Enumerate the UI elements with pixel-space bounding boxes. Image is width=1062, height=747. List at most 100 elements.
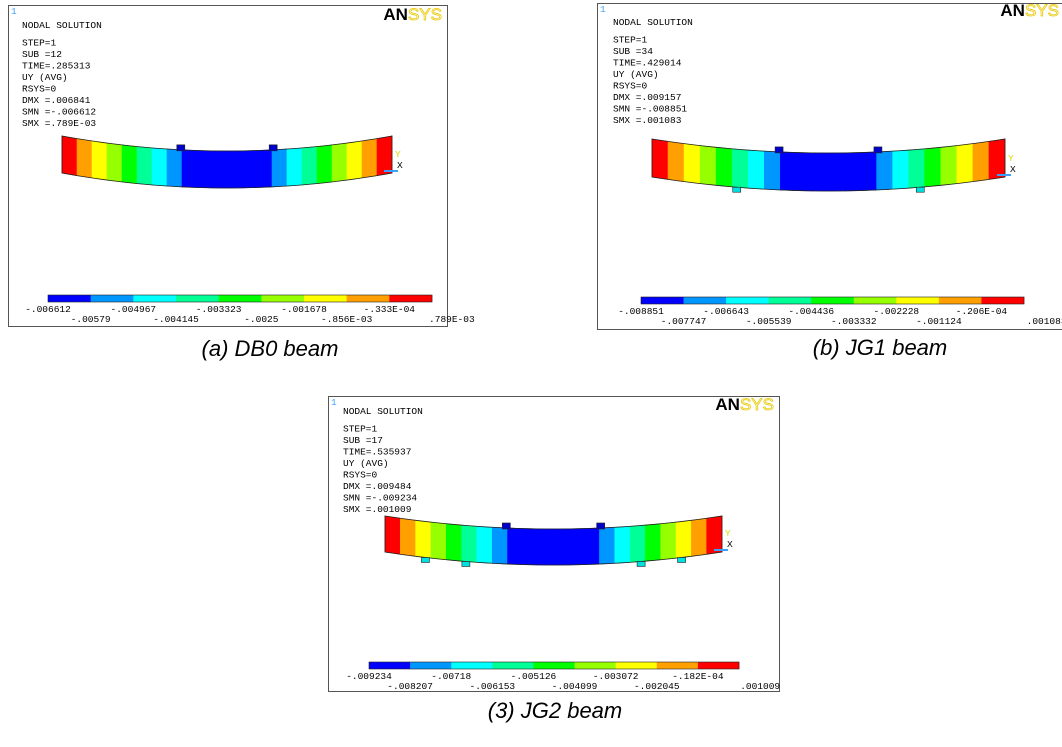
beam-strip <box>780 152 796 191</box>
beam-strip <box>615 526 630 563</box>
beam-strip <box>645 524 660 561</box>
solution-info: SMX =.001083 <box>613 115 682 126</box>
solution-info: STEP=1 <box>613 35 648 46</box>
beam-strip <box>861 152 877 191</box>
beam-strip <box>941 146 957 186</box>
beam-strip <box>77 139 92 178</box>
logo-bold: AN <box>383 5 408 24</box>
solution-info: STEP=1 <box>343 424 378 435</box>
legend-label: -.00579 <box>71 314 111 325</box>
beam-strip <box>538 529 553 565</box>
beam-strip <box>909 149 925 188</box>
beam-strip <box>893 150 909 189</box>
solution-info: NODAL SOLUTION <box>22 20 102 31</box>
legend-swatch <box>657 662 698 669</box>
triad-x: X <box>1010 164 1016 175</box>
beam-strip <box>829 153 845 191</box>
legend-swatch <box>726 297 769 304</box>
legend-label: -.005539 <box>746 316 792 327</box>
solution-info: UY (AVG) <box>343 458 389 469</box>
legend-label: -.006643 <box>703 306 749 317</box>
legend-swatch <box>91 295 134 302</box>
beam-strip <box>684 144 700 184</box>
solution-info: TIME=.285313 <box>22 61 91 72</box>
legend-label: -.005126 <box>511 671 557 682</box>
beam-strip <box>92 141 107 180</box>
load-pad <box>269 145 277 151</box>
beam-strip <box>748 150 764 189</box>
beam-strip <box>477 526 492 563</box>
beam-strip <box>385 516 400 554</box>
load-pad <box>597 523 605 529</box>
legend-label: -.004099 <box>552 681 598 692</box>
window-marker: 1 <box>331 397 337 408</box>
legend-swatch <box>575 662 616 669</box>
beam-strip <box>212 151 227 188</box>
legend-label: -.009234 <box>346 671 392 682</box>
beam-strip <box>446 524 461 561</box>
solution-info: RSYS=0 <box>343 470 378 481</box>
legend-label: -.004967 <box>111 304 157 315</box>
solution-info: STEP=1 <box>22 38 57 49</box>
beam-strip <box>107 143 122 182</box>
caption: (b) JG1 beam <box>813 335 948 360</box>
logo-light: SYS <box>1025 1 1059 20</box>
beam-strip <box>707 516 722 554</box>
legend-label: -.0025 <box>244 314 279 325</box>
window-marker: 1 <box>11 6 17 17</box>
figure: 1ANSYSNODAL SOLUTIONSTEP=1SUB =12TIME=.2… <box>0 0 1062 747</box>
beam-strip <box>416 520 431 558</box>
beam-strip <box>584 528 599 565</box>
logo-light: SYS <box>408 5 442 24</box>
legend-swatch <box>641 297 684 304</box>
beam-strip <box>152 148 167 186</box>
legend-label: -.003323 <box>196 304 242 315</box>
logo-bold: AN <box>1000 1 1025 20</box>
beam-strip <box>957 144 973 184</box>
legend-label: -.004145 <box>153 314 199 325</box>
solution-info: SMN =-.008851 <box>613 104 687 115</box>
ansys-logo: ANSYS <box>715 395 774 414</box>
beam-strip <box>700 146 716 186</box>
legend-label: -.004436 <box>788 306 834 317</box>
beam-strip <box>661 522 676 560</box>
legend-label: -.002045 <box>634 681 680 692</box>
legend-swatch <box>854 297 897 304</box>
caption: (a) DB0 beam <box>202 336 339 361</box>
legend-swatch <box>389 295 432 302</box>
legend-label: -.00718 <box>431 671 471 682</box>
beam-strip <box>287 148 302 186</box>
beam-strip <box>62 136 77 176</box>
legend-swatch <box>939 297 982 304</box>
triad-x: X <box>397 160 403 171</box>
legend-label: -.008207 <box>387 681 433 692</box>
legend-swatch <box>304 295 347 302</box>
legend-label: -.206E-04 <box>956 306 1008 317</box>
beam-strip <box>347 141 362 180</box>
triad-y: Y <box>395 149 401 160</box>
support-pad <box>421 557 429 562</box>
legend-swatch <box>219 295 262 302</box>
solution-info: TIME=.429014 <box>613 58 682 69</box>
legend-swatch <box>698 662 739 669</box>
beam-strip <box>691 518 706 556</box>
legend-label: -.002228 <box>874 306 920 317</box>
legend-swatch <box>769 297 812 304</box>
support-pad <box>916 187 924 192</box>
beam-strip <box>812 153 828 191</box>
legend-swatch <box>369 662 410 669</box>
legend-label: -.006612 <box>25 304 71 315</box>
beam-strip <box>652 139 668 179</box>
legend-label: -.182E-04 <box>672 671 724 682</box>
solution-info: SMX =.789E-03 <box>22 118 96 129</box>
beam-strip <box>182 150 197 188</box>
triad-y: Y <box>725 528 731 539</box>
beam-strip <box>272 149 287 187</box>
support-pad <box>462 561 470 566</box>
beam-strip <box>122 145 137 184</box>
legend-swatch <box>811 297 854 304</box>
solution-info: UY (AVG) <box>22 72 68 83</box>
solution-info: NODAL SOLUTION <box>343 406 423 417</box>
support-pad <box>678 557 686 562</box>
legend-label: .001083 <box>1027 316 1062 327</box>
